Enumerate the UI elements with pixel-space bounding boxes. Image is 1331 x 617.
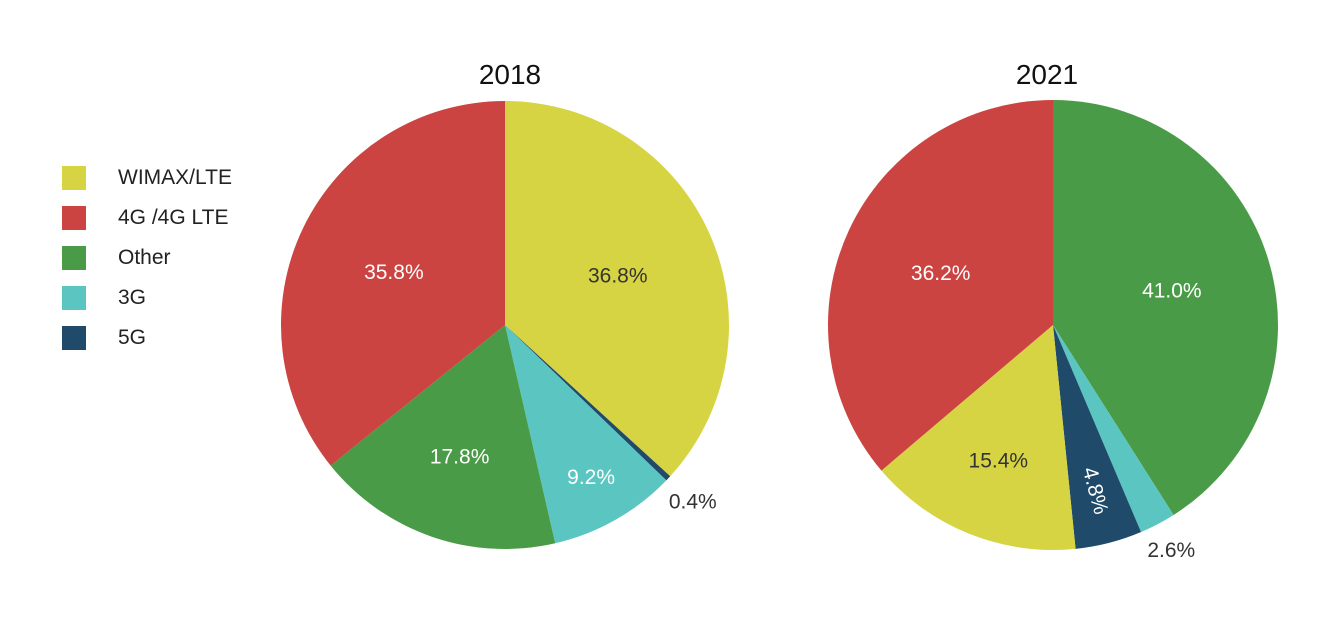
- data-label-2021-other: 41.0%: [1142, 279, 1202, 302]
- legend-item-3g: 3G: [62, 278, 232, 318]
- legend-item-5g: 5G: [62, 318, 232, 358]
- slice-2021-4g-4g-lte: [828, 100, 1053, 471]
- legend-swatch: [62, 286, 86, 310]
- data-label-2018-3g: 9.2%: [567, 466, 615, 489]
- legend-item-4g-4g-lte: 4G /4G LTE: [62, 198, 232, 238]
- slice-2021-other: [1053, 100, 1278, 515]
- legend-label: 4G /4G LTE: [118, 206, 229, 229]
- legend: WIMAX/LTE 4G /4G LTE Other 3G 5G: [62, 158, 232, 358]
- slice-2021-3g: [1053, 325, 1174, 533]
- data-label-2021-4g-4g-lte: 36.2%: [911, 262, 971, 285]
- legend-item-other: Other: [62, 238, 232, 278]
- legend-swatch: [62, 246, 86, 270]
- data-label-2021-wimax-lte: 15.4%: [969, 450, 1029, 473]
- slice-2018-wimax-lte: [505, 101, 729, 477]
- slice-2018-4g-4g-lte: [280, 101, 505, 466]
- legend-label: 3G: [118, 286, 147, 309]
- legend-item-wimax-lte: WIMAX/LTE: [62, 158, 232, 198]
- data-label-2018-wimax-lte: 36.8%: [588, 264, 648, 287]
- slice-2018-other: [330, 325, 556, 550]
- legend-label: 5G: [118, 326, 147, 349]
- slice-2021-wimax-lte: [881, 325, 1076, 550]
- data-label-2018-4g-4g-lte: 35.8%: [364, 261, 424, 284]
- slice-2021-5g: [1053, 325, 1142, 549]
- slice-2018-3g: [505, 325, 667, 544]
- legend-swatch: [62, 166, 86, 190]
- legend-swatch: [62, 206, 86, 230]
- legend-label: WIMAX/LTE: [118, 166, 232, 189]
- data-label-2018-other: 17.8%: [430, 445, 490, 468]
- data-label-2021-3g: 2.6%: [1147, 539, 1195, 562]
- data-label-2018-5g: 0.4%: [669, 490, 717, 513]
- chart-title-2018: 2018: [479, 59, 541, 90]
- legend-swatch: [62, 326, 86, 350]
- slice-2018-5g: [505, 325, 671, 481]
- legend-label: Other: [118, 246, 171, 269]
- chart-title-2021: 2021: [1016, 59, 1078, 90]
